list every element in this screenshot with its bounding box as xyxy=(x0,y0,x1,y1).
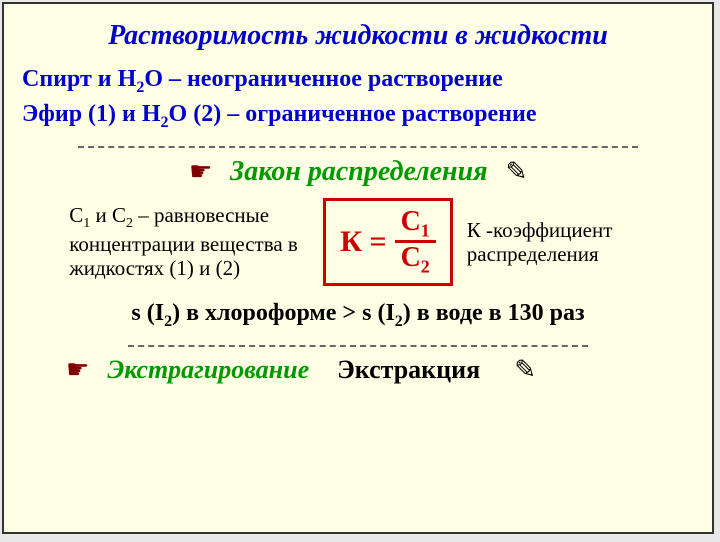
law-row: ☚ Закон распределения ✎ xyxy=(22,156,694,188)
pencil-icon: ✎ xyxy=(506,157,528,187)
io-b: ) в хлороформе > s (I xyxy=(172,300,395,326)
line1-b: О – неограниченное растворение xyxy=(144,66,502,92)
law-label: Закон распределения xyxy=(230,156,488,188)
dl-a: С xyxy=(69,203,83,227)
formula-box: К = С1 С2 xyxy=(323,198,453,286)
dl-s2: 2 xyxy=(126,216,133,231)
divider-2 xyxy=(128,345,588,347)
slide-title: Растворимость жидкости в жидкости xyxy=(22,20,694,52)
iodine-line: s (I2) в хлороформе > s (I2) в воде в 13… xyxy=(22,300,694,331)
line2-b: О (2) – ограниченное растворение xyxy=(169,101,537,127)
desc-right: К -коэффициент распределения xyxy=(467,218,647,266)
formula-row: С1 и С2 – равновесные концентрации вещес… xyxy=(22,198,694,286)
fraction: С1 С2 xyxy=(395,207,436,277)
term-extraction: Экстракция xyxy=(337,355,480,385)
divider-1 xyxy=(78,146,638,148)
fb2: 2 xyxy=(421,257,430,277)
dl-b: и С xyxy=(90,203,126,227)
frac-bot: С2 xyxy=(395,243,436,277)
line2-sub: 2 xyxy=(161,114,169,131)
io-a: s (I xyxy=(131,300,164,326)
frac-top: С1 xyxy=(395,207,436,241)
io-s1: 2 xyxy=(164,313,172,330)
pencil-icon-2: ✎ xyxy=(514,355,536,385)
point-right-icon-2: ☚ xyxy=(66,355,89,385)
fb: С xyxy=(401,242,421,273)
io-s2: 2 xyxy=(395,313,403,330)
line-alcohol: Спирт и Н2О – неограниченное растворение xyxy=(22,66,694,97)
desc-left: С1 и С2 – равновесные концентрации вещес… xyxy=(69,203,309,281)
bottom-row: ☚ Экстрагирование Экстракция ✎ xyxy=(22,355,694,385)
slide-container: Растворимость жидкости в жидкости Спирт … xyxy=(2,2,714,534)
k-equals: К = xyxy=(340,225,386,259)
line1-a: Спирт и Н xyxy=(22,66,136,92)
point-right-icon: ☚ xyxy=(189,157,212,187)
line2-a: Эфир (1) и Н xyxy=(22,101,161,127)
term-extragating: Экстрагирование xyxy=(107,355,309,385)
line-ether: Эфир (1) и Н2О (2) – ограниченное раство… xyxy=(22,101,694,132)
ft1: 1 xyxy=(421,220,430,240)
ft: С xyxy=(401,206,421,237)
io-c: ) в воде в 130 раз xyxy=(403,300,585,326)
